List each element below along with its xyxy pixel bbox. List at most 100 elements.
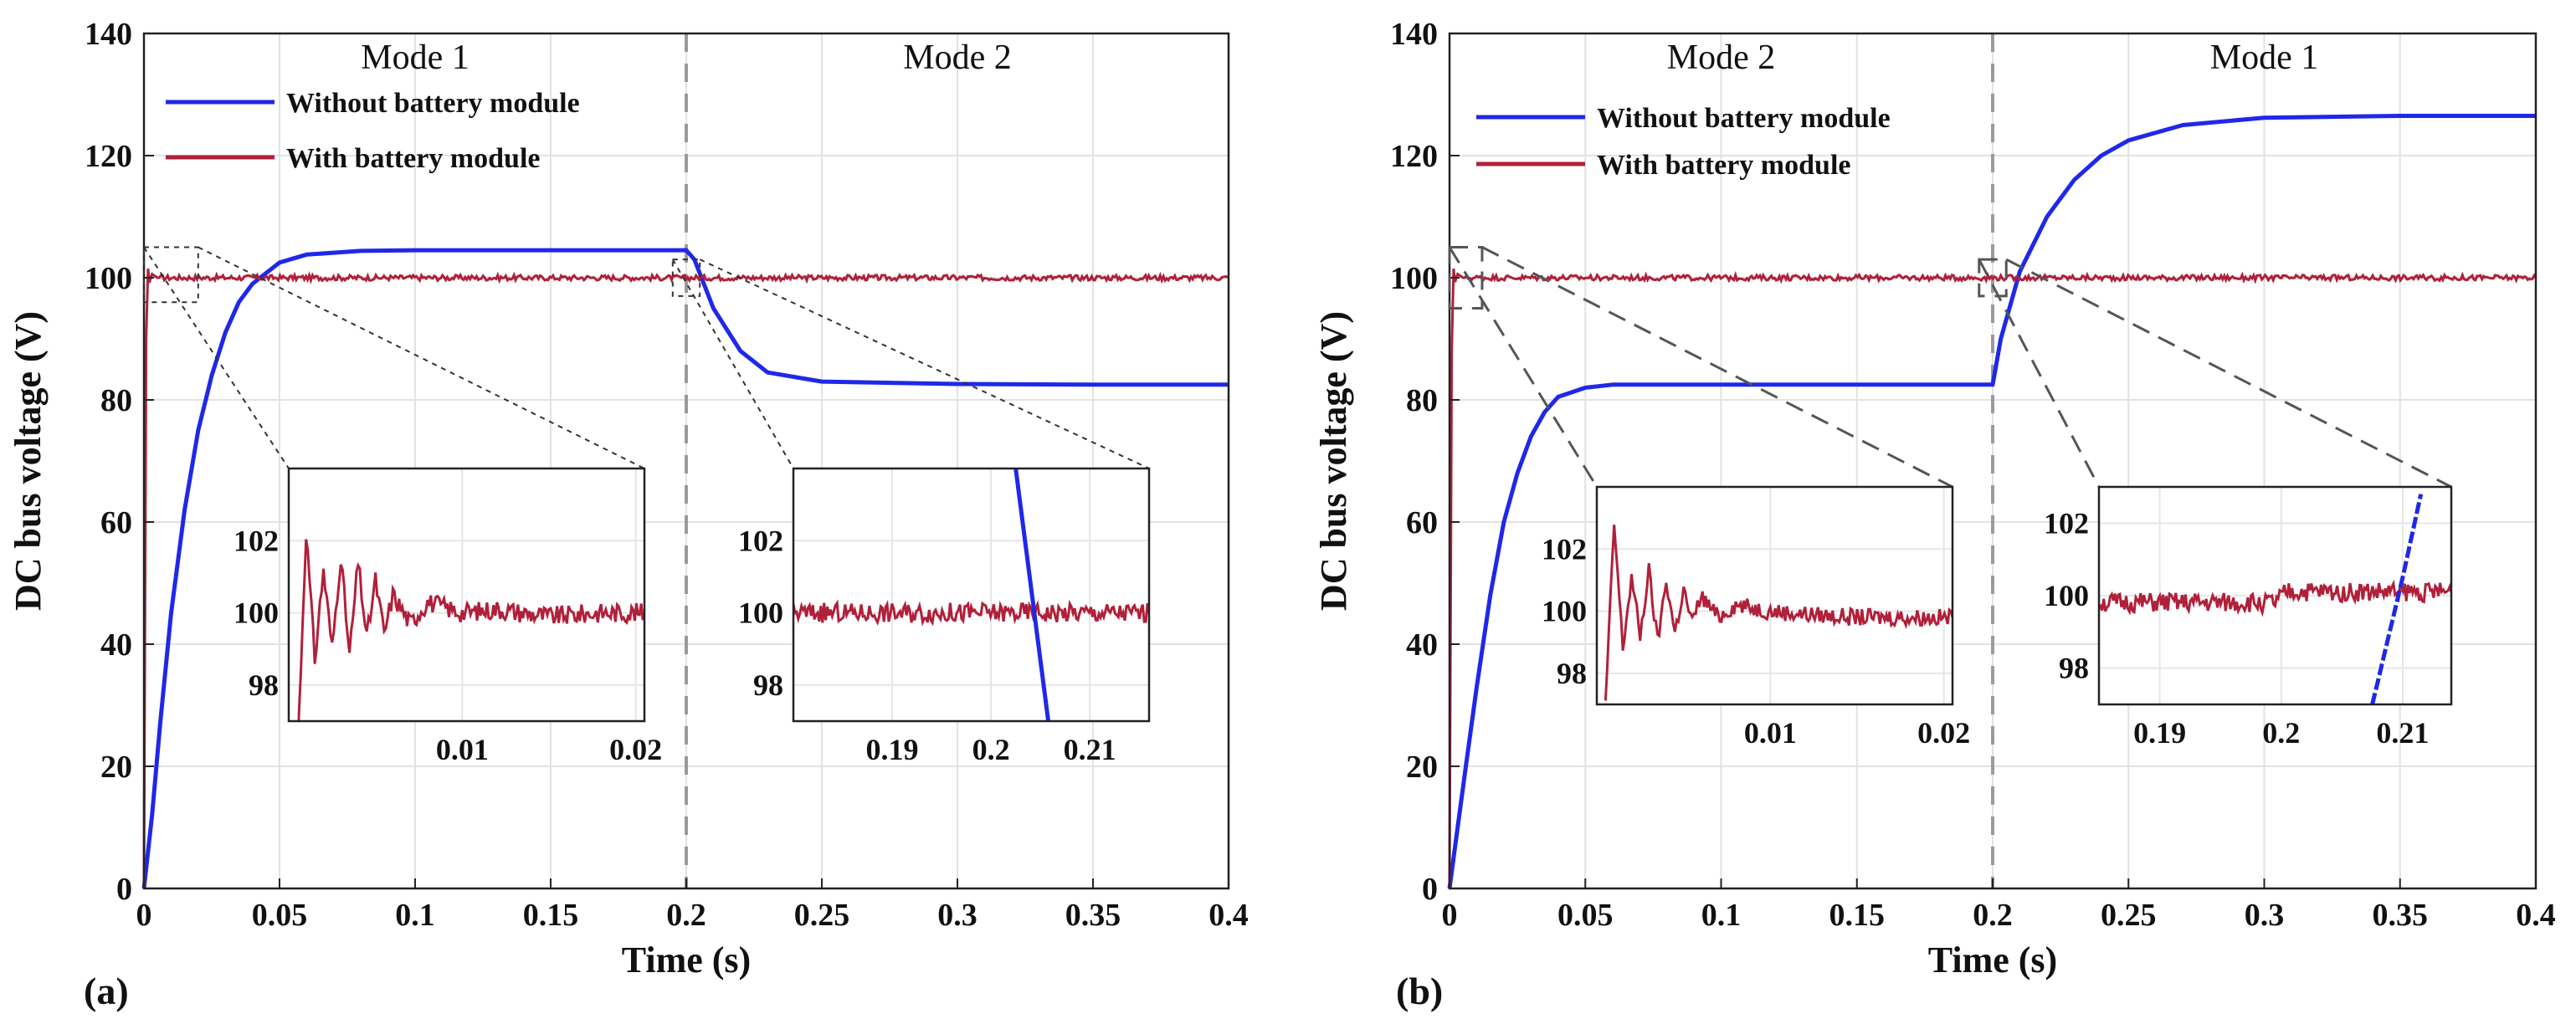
inset-x-tick-label: 0.2 bbox=[2262, 716, 2300, 750]
legend-entry: With battery module bbox=[286, 143, 540, 174]
x-tick-label: 0.4 bbox=[1208, 898, 1249, 933]
mode-label: Mode 1 bbox=[2210, 38, 2319, 77]
inset-y-tick-label: 100 bbox=[233, 596, 279, 630]
inset-y-tick-label: 102 bbox=[1542, 532, 1587, 566]
y-tick-label: 80 bbox=[1406, 383, 1438, 418]
x-tick-label: 0.2 bbox=[666, 898, 706, 933]
mode-label: Mode 2 bbox=[903, 38, 1012, 77]
zoom-inset: 0.19 0.2 0.21 98 100 102 bbox=[671, 259, 1151, 766]
y-tick-label: 40 bbox=[1406, 627, 1438, 663]
zoom-connector bbox=[1978, 259, 2101, 488]
x-tick-label: 0.3 bbox=[2245, 898, 2285, 933]
x-tick-label: 0.1 bbox=[395, 898, 435, 933]
series-line-with-battery bbox=[142, 268, 1229, 889]
zoom-inset: 0.19 0.2 0.21 98 100 102 bbox=[1978, 258, 2453, 750]
inset-x-tick-label: 0.02 bbox=[1917, 716, 1970, 750]
zoom-source-box bbox=[671, 259, 701, 297]
y-axis-title: DC bus voltage (V) bbox=[8, 311, 49, 611]
x-tick-label: 0.2 bbox=[1973, 898, 2013, 933]
zoom-inset: 0.01 0.02 98 100 102 bbox=[1448, 246, 1970, 750]
inset-series-with-battery bbox=[793, 599, 1149, 627]
inset-frame bbox=[2097, 485, 2453, 706]
x-tick-label: 0.35 bbox=[2373, 898, 2429, 933]
inset-x-tick-label: 0.02 bbox=[609, 733, 662, 766]
inset-background bbox=[289, 468, 644, 721]
inset-series-with-battery bbox=[2099, 579, 2451, 617]
panel-label: (b) bbox=[1396, 970, 1443, 1012]
zoom-inset: 0.01 0.02 98 100 102 bbox=[143, 246, 662, 766]
inset-frame bbox=[287, 467, 646, 723]
inset-x-tick-label: 0.2 bbox=[972, 733, 1010, 766]
zoom-connector bbox=[2005, 258, 2452, 489]
x-tick-label: 0.05 bbox=[252, 898, 308, 933]
inset-y-tick-label: 102 bbox=[233, 524, 279, 557]
zoom-connector bbox=[198, 246, 645, 469]
zoom-connector bbox=[1481, 246, 1953, 489]
legend-entry: Without battery module bbox=[286, 88, 580, 119]
x-tick-label: 0.15 bbox=[1829, 898, 1886, 933]
y-tick-label: 140 bbox=[85, 17, 132, 52]
panel-a: Mode 1 Mode 2 0 0.05 0.1 0.15 0.2 0.25 0.3 0.35 0.… bbox=[8, 17, 1249, 1012]
inset-y-tick-label: 100 bbox=[738, 596, 783, 630]
x-tick-label: 0.35 bbox=[1065, 898, 1121, 933]
y-tick-label: 0 bbox=[1422, 872, 1438, 907]
inset-x-tick-label: 0.19 bbox=[2133, 716, 2186, 750]
mode-label: Mode 2 bbox=[1667, 38, 1776, 77]
y-tick-label: 80 bbox=[100, 383, 132, 418]
inset-y-tick-label: 100 bbox=[2044, 579, 2089, 612]
x-tick-label: 0.15 bbox=[523, 898, 579, 933]
inset-series-without-battery bbox=[2370, 494, 2424, 704]
inset-y-tick-label: 98 bbox=[1557, 657, 1587, 690]
zoom-source-box bbox=[143, 246, 199, 304]
inset-x-tick-label: 0.21 bbox=[2376, 716, 2429, 750]
zoom-connector bbox=[143, 246, 290, 469]
y-axis-title: DC bus voltage (V) bbox=[1313, 311, 1354, 611]
x-axis-title: Time (s) bbox=[1928, 939, 2057, 980]
y-tick-label: 120 bbox=[1390, 139, 1438, 174]
x-tick-label: 0.25 bbox=[794, 898, 850, 933]
inset-series-with-battery bbox=[1604, 525, 1953, 701]
y-tick-label: 140 bbox=[1390, 17, 1438, 52]
y-tick-label: 100 bbox=[1390, 261, 1438, 296]
x-axis-title: Time (s) bbox=[622, 939, 751, 980]
inset-plot-area bbox=[297, 539, 644, 721]
series-line-without-battery bbox=[1447, 114, 2536, 889]
y-tick-label: 20 bbox=[100, 750, 132, 785]
inset-plot-area bbox=[2099, 494, 2451, 704]
inset-plot-area bbox=[793, 468, 1149, 721]
x-tick-label: 0 bbox=[136, 898, 152, 933]
inset-y-tick-label: 102 bbox=[2044, 506, 2089, 540]
inset-x-tick-label: 0.21 bbox=[1064, 733, 1116, 766]
legend: Without battery module With battery modul… bbox=[1476, 103, 1891, 181]
legend-entry: Without battery module bbox=[1597, 103, 1891, 134]
legend-entry: With battery module bbox=[1597, 150, 1850, 181]
inset-x-tick-label: 0.01 bbox=[1744, 716, 1797, 750]
x-tick-label: 0.05 bbox=[1557, 898, 1614, 933]
zoom-connector bbox=[699, 259, 1150, 469]
inset-series-with-battery bbox=[297, 539, 644, 721]
y-tick-label: 120 bbox=[85, 139, 132, 174]
inset-frame bbox=[792, 467, 1151, 723]
zoom-source-box bbox=[1448, 246, 1484, 310]
panel-b: Mode 2 Mode 1 0 0.05 0.1 0.15 0.2 0.25 0.3 0.35 0.… bbox=[1313, 17, 2556, 1012]
inset-frame bbox=[1595, 485, 1954, 706]
inset-y-tick-label: 100 bbox=[1542, 595, 1587, 628]
y-tick-label: 60 bbox=[100, 505, 132, 540]
x-tick-label: 0 bbox=[1442, 898, 1458, 933]
series-line-with-battery bbox=[1448, 268, 2538, 889]
inset-series-without-battery bbox=[1013, 468, 1051, 721]
y-tick-label: 0 bbox=[116, 872, 132, 907]
y-tick-label: 60 bbox=[1406, 505, 1438, 540]
inset-x-tick-label: 0.19 bbox=[866, 733, 919, 766]
panel-label: (a) bbox=[84, 970, 129, 1012]
zoom-source-box bbox=[1978, 258, 2008, 298]
y-tick-label: 100 bbox=[85, 261, 132, 296]
y-tick-label: 20 bbox=[1406, 750, 1438, 785]
mode-label: Mode 1 bbox=[361, 38, 470, 77]
y-tick-label: 40 bbox=[100, 627, 132, 663]
x-tick-label: 0.25 bbox=[2101, 898, 2157, 933]
x-tick-label: 0.4 bbox=[2516, 898, 2556, 933]
inset-background bbox=[793, 468, 1149, 721]
series-line-without-battery bbox=[141, 248, 1229, 889]
